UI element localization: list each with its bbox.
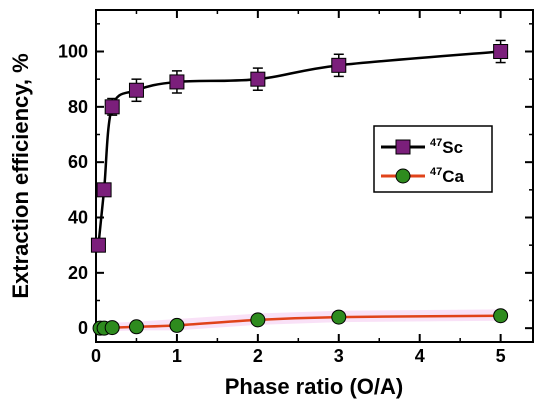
legend-sup-47ca: 47 [430,166,442,178]
legend: 47Sc 47Ca [373,125,493,193]
data-point-47sc [331,57,347,73]
y-tick-label: 60 [68,152,88,172]
data-point-47sc [90,237,106,253]
data-markers [90,44,509,336]
legend-box [373,125,493,193]
legend-label-47sc: Sc [442,138,463,157]
y-tick-label: 40 [68,208,88,228]
axis-tick-labels: 0 1 2 3 4 5 0 20 40 60 80 100 [58,42,506,367]
data-point-47sc [493,44,509,59]
data-point-47sc [169,74,185,90]
data-point-47sc [250,71,266,87]
legend-text-47sc: 47Sc [430,137,463,157]
y-tick-label: 100 [58,42,88,62]
data-point-47sc [128,82,144,98]
x-tick-label: 3 [334,346,344,366]
data-point-47ca [493,308,509,324]
data-point-47ca [128,319,144,335]
legend-label-47ca: Ca [442,167,464,186]
data-point-47ca [331,309,347,325]
data-point-47ca [250,312,266,328]
x-axis-title: Phase ratio (O/A) [225,374,403,399]
x-tick-label: 2 [253,346,263,366]
y-tick-label: 0 [78,318,88,338]
y-tick-label: 80 [68,97,88,117]
data-point-47sc [104,99,120,115]
y-axis-title: Extraction efficiency, % [8,53,33,298]
data-point-47ca [104,320,120,336]
y-tick-label: 20 [68,263,88,283]
legend-text-47ca: 47Ca [430,166,465,186]
x-tick-label: 5 [496,346,506,366]
legend-item-47sc: 47Sc [381,137,463,157]
data-point-47sc [96,182,112,198]
plot-frame [95,9,534,343]
x-tick-label: 1 [172,346,182,366]
legend-item-47ca: 47Ca [381,166,465,186]
legend-marker-47ca [395,168,411,184]
legend-marker-47sc [395,139,411,155]
legend-sup-47sc: 47 [430,137,442,149]
x-tick-label: 4 [415,346,425,366]
axis-ticks [95,10,533,342]
x-tick-label: 0 [91,346,101,366]
error-band-47ca [100,309,501,332]
data-point-47ca [169,317,185,333]
